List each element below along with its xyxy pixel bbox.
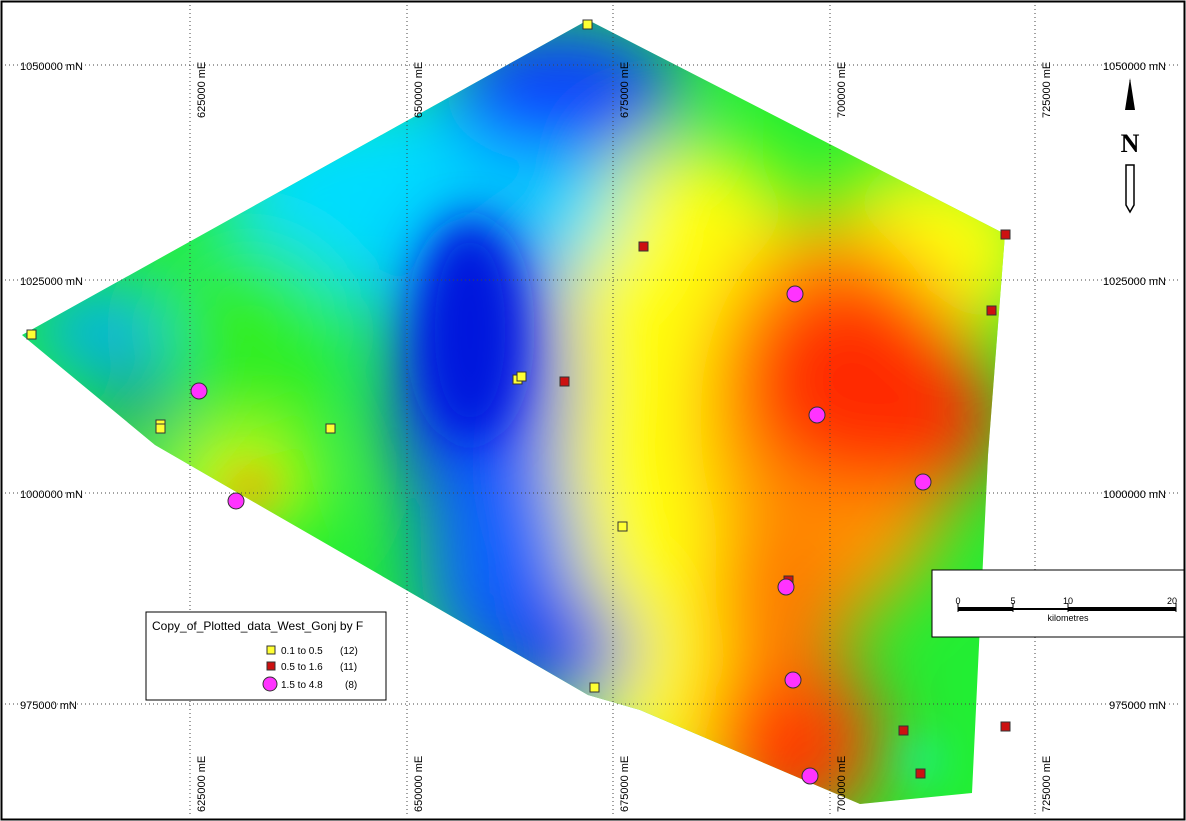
sample-point-low[interactable]: [582, 19, 593, 30]
scale-tick-label: 5: [1010, 596, 1015, 606]
northing-label: 1025000 mN: [1103, 276, 1166, 288]
northing-label: 1050000 mN: [1103, 61, 1166, 73]
northing-label: 1050000 mN: [20, 61, 83, 73]
sample-point-high[interactable]: [786, 285, 804, 303]
legend-range: 1.5 to 4.8: [281, 680, 323, 691]
scale-unit-label: kilometres: [1047, 613, 1089, 623]
grid-lines: [5, 5, 1181, 815]
easting-label: 700000 mE: [836, 62, 848, 118]
legend-range: 0.5 to 1.6: [281, 662, 323, 673]
legend-count: (8): [345, 680, 357, 691]
sample-point-low[interactable]: [617, 521, 628, 532]
easting-label: 650000 mE: [413, 756, 425, 812]
northing-label: 1000000 mN: [20, 489, 83, 501]
scale-tick-label: 10: [1063, 596, 1073, 606]
sample-point-mid[interactable]: [638, 241, 649, 252]
sample-point-low[interactable]: [26, 329, 37, 340]
legend-entry: 0.5 to 1.6 (11): [266, 661, 357, 673]
sample-point-mid[interactable]: [1000, 721, 1011, 732]
sample-point-mid[interactable]: [559, 376, 570, 387]
legend-count: (12): [340, 646, 358, 657]
sample-point-low[interactable]: [516, 371, 527, 382]
sample-point-high[interactable]: [914, 473, 932, 491]
sample-point-high[interactable]: [801, 767, 819, 785]
easting-label: 675000 mE: [619, 756, 631, 812]
easting-label: 725000 mE: [1041, 756, 1053, 812]
northing-label: 1025000 mN: [20, 276, 83, 288]
legend: Copy_of_Plotted_data_West_Gonj by F 0.1 …: [145, 611, 387, 701]
legend-range: 0.1 to 0.5: [281, 646, 323, 657]
scale-bar: 0 5 10 20 kilometres: [931, 569, 1185, 638]
north-arrow-icon: N: [1121, 78, 1140, 214]
northing-label: 975000 mN: [1109, 700, 1166, 712]
legend-entry: 1.5 to 4.8 (8): [262, 676, 357, 692]
easting-label: 625000 mE: [196, 756, 208, 812]
northing-labels: 1050000 mN 1050000 mN 1025000 mN 1025000…: [20, 61, 1166, 712]
easting-label: 700000 mE: [836, 756, 848, 812]
northing-label: 975000 mN: [20, 700, 77, 712]
sample-point-high[interactable]: [777, 578, 795, 596]
easting-labels: 625000 mE 650000 mE 675000 mE 700000 mE …: [196, 62, 1053, 812]
northing-label: 1000000 mN: [1103, 489, 1166, 501]
easting-label: 650000 mE: [413, 62, 425, 118]
sample-point-low[interactable]: [325, 423, 336, 434]
sample-point-low[interactable]: [589, 682, 600, 693]
scale-tick-label: 0: [955, 596, 960, 606]
north-arrow-label: N: [1121, 129, 1140, 158]
sample-point-mid[interactable]: [915, 768, 926, 779]
scale-tick-label: 20: [1167, 596, 1177, 606]
easting-label: 725000 mE: [1041, 62, 1053, 118]
legend-title: Copy_of_Plotted_data_West_Gonj by F: [152, 619, 363, 633]
sample-point-high[interactable]: [808, 406, 826, 424]
sample-point-low[interactable]: [155, 423, 166, 434]
sample-point-mid[interactable]: [986, 305, 997, 316]
legend-entry: 0.1 to 0.5 (12): [266, 645, 358, 657]
data-points: [26, 19, 1011, 785]
legend-count: (11): [340, 662, 357, 673]
sample-point-high[interactable]: [784, 671, 802, 689]
sample-point-mid[interactable]: [898, 725, 909, 736]
sample-point-high[interactable]: [190, 382, 208, 400]
easting-label: 625000 mE: [196, 62, 208, 118]
easting-label: 675000 mE: [619, 62, 631, 118]
sample-point-mid[interactable]: [1000, 229, 1011, 240]
sample-point-high[interactable]: [227, 492, 245, 510]
